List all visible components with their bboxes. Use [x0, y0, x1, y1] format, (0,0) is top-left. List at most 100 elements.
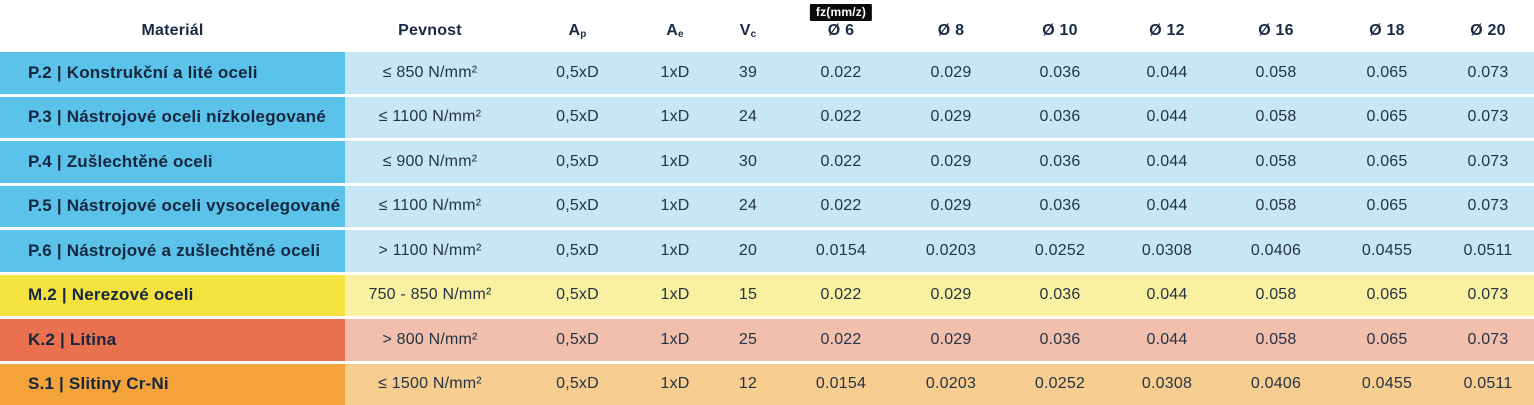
fz-cell: 0.029 — [896, 52, 1006, 94]
material-cell: M.2 | Nerezové oceli — [0, 274, 345, 316]
header-ap-base: A — [568, 22, 581, 39]
pevnost-cell: ≤ 1500 N/mm² — [345, 363, 515, 405]
header-pevnost: Pevnost — [398, 22, 462, 39]
fz-cell: 0.058 — [1220, 274, 1332, 316]
header-diameter-6-label: Ø 6 — [827, 22, 855, 39]
table-row: P.4 | Zušlechtěné oceli ≤ 900 N/mm² 0,5x… — [0, 141, 1534, 183]
fz-cell: 0.036 — [1006, 185, 1114, 227]
fz-unit-badge: fz(mm/z) — [809, 4, 873, 21]
fz-cell: 0.065 — [1332, 141, 1442, 183]
fz-cell: 0.058 — [1220, 52, 1332, 94]
fz-cell: 0.0203 — [896, 230, 1006, 272]
vc-cell: 25 — [710, 319, 786, 361]
ap-cell: 0,5xD — [515, 230, 640, 272]
material-cell: P.4 | Zušlechtěné oceli — [0, 141, 345, 183]
fz-cell: 0.0455 — [1332, 363, 1442, 405]
fz-cell: 0.073 — [1442, 274, 1534, 316]
fz-cell: 0.0406 — [1220, 363, 1332, 405]
header-material: Materiál — [141, 22, 204, 39]
fz-cell: 0.029 — [896, 96, 1006, 138]
fz-cell: 0.022 — [786, 319, 896, 361]
header-ae-sub: e — [678, 28, 684, 40]
fz-cell: 0.058 — [1220, 96, 1332, 138]
table-row: K.2 | Litina > 800 N/mm² 0,5xD 1xD 25 0.… — [0, 319, 1534, 361]
pevnost-cell: > 1100 N/mm² — [345, 230, 515, 272]
material-cell: S.1 | Slitiny Cr-Ni — [0, 363, 345, 405]
ae-cell: 1xD — [640, 319, 710, 361]
pevnost-cell: ≤ 1100 N/mm² — [345, 96, 515, 138]
header-diameter-16: Ø 16 — [1258, 22, 1294, 39]
fz-cell: 0.058 — [1220, 185, 1332, 227]
fz-cell: 0.029 — [896, 185, 1006, 227]
ap-cell: 0,5xD — [515, 52, 640, 94]
vc-cell: 20 — [710, 230, 786, 272]
ae-cell: 1xD — [640, 141, 710, 183]
ae-cell: 1xD — [640, 274, 710, 316]
fz-cell: 0.065 — [1332, 319, 1442, 361]
fz-cell: 0.058 — [1220, 319, 1332, 361]
vc-cell: 24 — [710, 185, 786, 227]
header-diameter-8: Ø 8 — [937, 22, 965, 39]
table-row: P.5 | Nástrojové oceli vysocelegované ≤ … — [0, 185, 1534, 227]
fz-cell: 0.044 — [1114, 319, 1220, 361]
fz-cell: 0.0511 — [1442, 363, 1534, 405]
header-diameter-10: Ø 10 — [1042, 22, 1078, 39]
fz-cell: 0.022 — [786, 185, 896, 227]
ap-cell: 0,5xD — [515, 319, 640, 361]
table-row: P.3 | Nástrojové oceli nízkolegované ≤ 1… — [0, 96, 1534, 138]
pevnost-cell: 750 - 850 N/mm² — [345, 274, 515, 316]
fz-cell: 0.022 — [786, 141, 896, 183]
fz-cell: 0.065 — [1332, 274, 1442, 316]
fz-cell: 0.065 — [1332, 96, 1442, 138]
material-cell: P.3 | Nástrojové oceli nízkolegované — [0, 96, 345, 138]
table-body: P.2 | Konstrukční a lité oceli ≤ 850 N/m… — [0, 52, 1534, 405]
ae-cell: 1xD — [640, 96, 710, 138]
fz-cell: 0.044 — [1114, 274, 1220, 316]
fz-cell: 0.0308 — [1114, 363, 1220, 405]
fz-cell: 0.0154 — [786, 363, 896, 405]
header-diameter-6: fz(mm/z) Ø 6 — [786, 0, 896, 52]
ae-cell: 1xD — [640, 363, 710, 405]
fz-cell: 0.036 — [1006, 274, 1114, 316]
vc-cell: 24 — [710, 96, 786, 138]
fz-cell: 0.073 — [1442, 52, 1534, 94]
vc-cell: 39 — [710, 52, 786, 94]
material-cell: P.6 | Nástrojové a zušlechtěné oceli — [0, 230, 345, 272]
ap-cell: 0,5xD — [515, 363, 640, 405]
fz-cell: 0.022 — [786, 52, 896, 94]
header-ae-base: A — [666, 22, 679, 39]
fz-cell: 0.0154 — [786, 230, 896, 272]
header-vc-sub: c — [750, 28, 757, 40]
fz-cell: 0.073 — [1442, 185, 1534, 227]
fz-cell: 0.029 — [896, 319, 1006, 361]
fz-cell: 0.036 — [1006, 96, 1114, 138]
fz-cell: 0.044 — [1114, 141, 1220, 183]
table-row: M.2 | Nerezové oceli 750 - 850 N/mm² 0,5… — [0, 274, 1534, 316]
fz-cell: 0.0252 — [1006, 363, 1114, 405]
header-diameter-20: Ø 20 — [1470, 22, 1506, 39]
ae-cell: 1xD — [640, 230, 710, 272]
ap-cell: 0,5xD — [515, 141, 640, 183]
fz-cell: 0.022 — [786, 274, 896, 316]
fz-cell: 0.036 — [1006, 141, 1114, 183]
fz-cell: 0.029 — [896, 274, 1006, 316]
ae-cell: 1xD — [640, 52, 710, 94]
header-diameter-12: Ø 12 — [1149, 22, 1185, 39]
pevnost-cell: ≤ 850 N/mm² — [345, 52, 515, 94]
fz-cell: 0.065 — [1332, 52, 1442, 94]
table-row: P.6 | Nástrojové a zušlechtěné oceli > 1… — [0, 230, 1534, 272]
header-vc-base: V — [739, 22, 751, 39]
pevnost-cell: > 800 N/mm² — [345, 319, 515, 361]
table-row: P.2 | Konstrukční a lité oceli ≤ 850 N/m… — [0, 52, 1534, 94]
fz-cell: 0.0203 — [896, 363, 1006, 405]
fz-cell: 0.036 — [1006, 319, 1114, 361]
table-row: S.1 | Slitiny Cr-Ni ≤ 1500 N/mm² 0,5xD 1… — [0, 363, 1534, 405]
fz-cell: 0.073 — [1442, 96, 1534, 138]
fz-cell: 0.073 — [1442, 319, 1534, 361]
material-cell: K.2 | Litina — [0, 319, 345, 361]
header-ap-sub: p — [580, 28, 587, 40]
